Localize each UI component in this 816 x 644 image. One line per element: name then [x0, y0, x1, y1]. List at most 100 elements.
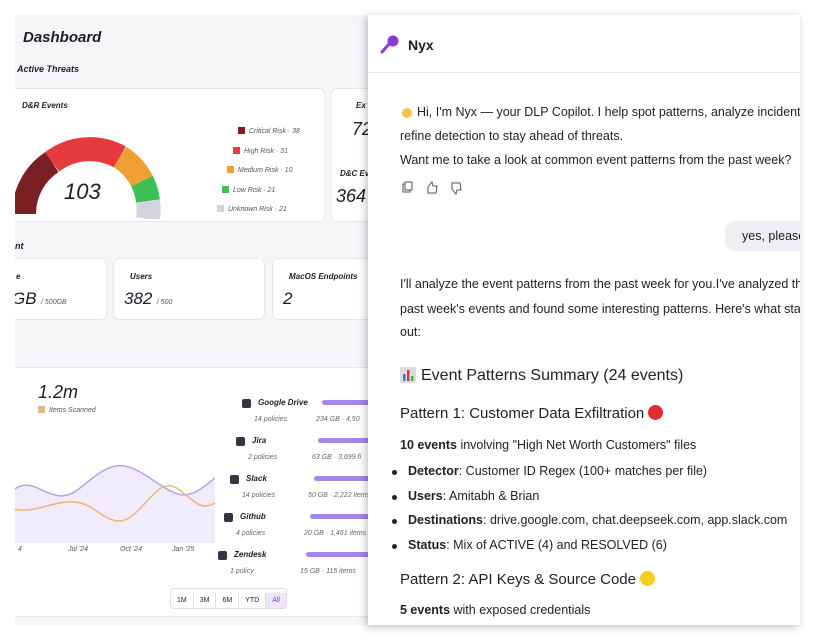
- integration-name: Slack: [246, 474, 267, 483]
- range-button[interactable]: All: [266, 593, 286, 608]
- dr-card: D&R Events 103 Critical Risk · 38 High R…: [15, 88, 325, 222]
- stat-sub: / 500: [156, 299, 173, 306]
- stat-card: MacOS Endpoints 2: [272, 258, 375, 320]
- stat-sub: / 500GB: [41, 299, 67, 306]
- bullet-rest: : Mix of ACTIVE (4) and RESOLVED (6): [446, 537, 667, 552]
- stat-label: MacOS Endpoints: [289, 272, 358, 281]
- legend-label: High Risk · 31: [244, 148, 288, 155]
- bullet-rest: : Amitabh & Brian: [442, 488, 540, 503]
- bullet-bold: Users: [408, 488, 443, 503]
- x-label: 4: [18, 546, 22, 553]
- legend-item: High Risk · 31: [233, 147, 288, 155]
- integration-icon: [224, 513, 233, 522]
- integration-policies: 1 policy: [230, 568, 254, 575]
- integration-usage: 20 GB · 1,461 items: [304, 530, 367, 537]
- integration-policies: 14 policies: [242, 492, 276, 499]
- bullet: [392, 519, 397, 524]
- integration-policies: 14 policies: [254, 416, 288, 423]
- legend-item: Unknown Risk · 21: [217, 205, 287, 213]
- legend-item: Medium Risk · 10: [227, 166, 292, 174]
- dr-total: 103: [64, 179, 101, 204]
- integration-row: Github 4 policies 20 GB · 1,461 items: [224, 512, 375, 546]
- stat-label: Users: [130, 272, 153, 281]
- wave-icon: [402, 108, 412, 118]
- integration-bar: [318, 438, 375, 443]
- range-buttons: 1M 3M 6M YTD All: [170, 588, 287, 609]
- stat-card: Users 382 / 500: [113, 258, 265, 320]
- bullet-text: Detector: Customer ID Regex (100+ matche…: [408, 464, 707, 478]
- x-label: Jul '24: [68, 546, 89, 553]
- pattern-lead: 5 events with exposed credentials: [400, 603, 590, 617]
- dashboard-title: Dashboard: [23, 29, 102, 46]
- integration-usage: 63 GB · 3,699 fi: [312, 454, 362, 461]
- dr-label: D&R Events: [22, 101, 68, 110]
- range-button[interactable]: YTD: [239, 593, 267, 608]
- lead-text: with exposed credentials: [450, 603, 591, 617]
- side-label: D&C Ev: [340, 169, 370, 178]
- stat-value: 382 / 500: [124, 289, 172, 309]
- stat-number: GB: [15, 289, 37, 308]
- legend-item: Critical Risk · 38: [238, 127, 300, 135]
- integration-name: Jira: [252, 436, 267, 445]
- section-title: nt: [15, 241, 24, 251]
- user-bubble: yes, please: [725, 221, 800, 251]
- chat-panel: Nyx Hi, I'm Nyx — your DLP Copilot. I he…: [368, 15, 800, 625]
- chat-title: Nyx: [408, 37, 434, 53]
- section-title: Active Threats: [17, 64, 80, 74]
- message-text: Want me to take a look at common event p…: [400, 153, 792, 167]
- bullet-rest: : drive.google.com, chat.deepseek.com, a…: [483, 513, 788, 527]
- stat-value: 2: [283, 289, 293, 308]
- scan-card: 1.2m Items Scanned 4 Jul '24 Oct '24 Jan…: [15, 367, 375, 617]
- bullet-bold: Status: [408, 537, 447, 552]
- legend-label: Medium Risk · 10: [238, 167, 293, 174]
- pattern-lead: 10 events involving "High Net Worth Cust…: [400, 438, 696, 452]
- integration-policies: 4 policies: [236, 530, 266, 537]
- bullet-bold: Detector: [408, 464, 459, 478]
- integration-row: Zendesk 1 policy 15 GB · 115 items: [218, 550, 375, 584]
- pattern-title: Pattern 2: API Keys & Source Code: [400, 571, 655, 588]
- gauge: [15, 137, 161, 219]
- x-label: Jan '25: [172, 546, 195, 553]
- message-text: out:: [400, 325, 421, 339]
- integration-usage: 15 GB · 115 items: [300, 568, 356, 575]
- summary-heading: Event Patterns Summary (24 events): [421, 367, 684, 384]
- integration-bar: [322, 400, 375, 405]
- bullet-text: Destinations: drive.google.com, chat.dee…: [408, 513, 787, 527]
- integration-row: Slack 14 policies 50 GB · 2,222 items: [230, 474, 375, 508]
- message-text: refine detection to stay ahead of threat…: [400, 129, 624, 143]
- range-button[interactable]: 1M: [171, 593, 194, 608]
- lead-text: involving "High Net Worth Customers" fil…: [456, 438, 697, 452]
- integration-usage: 234 GB · 4,50: [316, 416, 360, 423]
- integration-bar: [306, 552, 375, 557]
- range-button[interactable]: 3M: [194, 593, 217, 608]
- integration-bar: [314, 476, 375, 481]
- stat-value: GB / 500GB: [15, 289, 67, 309]
- legend-item: Low Risk · 21: [222, 186, 275, 194]
- bullet: [392, 494, 397, 500]
- legend-label: Critical Risk · 38: [249, 128, 300, 135]
- yellow-dot: [639, 571, 655, 586]
- legend-label: Low Risk · 21: [233, 187, 276, 194]
- scan-value: 1.2m: [38, 382, 79, 402]
- chart-icon: [400, 367, 416, 383]
- bullet-text: Status: Mix of ACTIVE (4) and RESOLVED (…: [408, 538, 667, 552]
- bullet: [392, 543, 397, 549]
- message-actions[interactable]: [402, 181, 472, 195]
- side-value: 72: [352, 119, 373, 139]
- red-dot: [648, 405, 664, 420]
- user-message: yes, please: [742, 229, 800, 243]
- lead-bold: 10 events: [400, 438, 457, 452]
- stat-label: e: [16, 272, 21, 281]
- integration-name: Github: [240, 512, 266, 521]
- bullet-text: Users: Amitabh & Brian: [408, 489, 539, 503]
- integration-name: Google Drive: [258, 398, 308, 407]
- nyx-logo: [380, 35, 399, 54]
- chat-header: Nyx: [368, 15, 800, 73]
- pattern-title-text: Pattern 2: API Keys & Source Code: [400, 571, 636, 588]
- stat-card: e GB / 500GB: [15, 258, 107, 320]
- integration-name: Zendesk: [234, 550, 267, 559]
- integration-icon: [242, 399, 251, 408]
- bullet-bold: Destinations: [408, 513, 484, 527]
- range-button[interactable]: 6M: [216, 593, 240, 608]
